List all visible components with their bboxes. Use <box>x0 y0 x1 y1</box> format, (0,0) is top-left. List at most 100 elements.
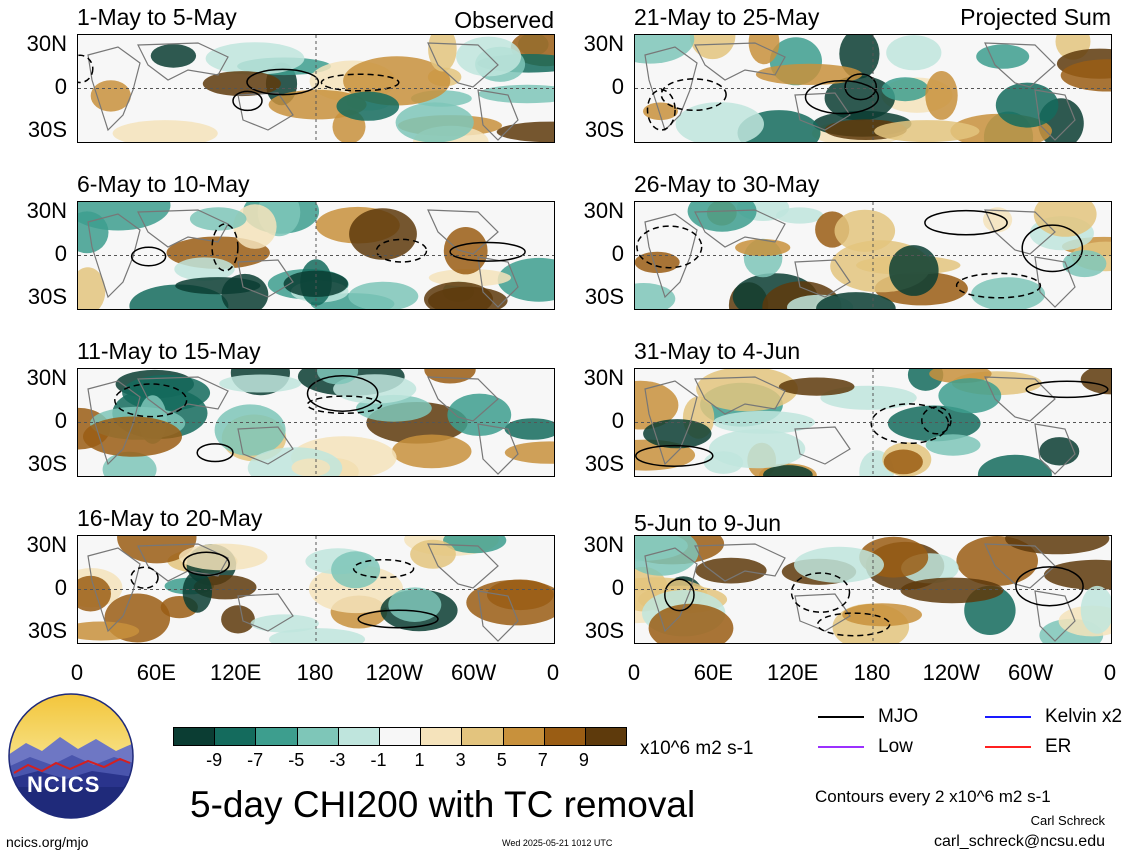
anomaly-blob <box>1039 437 1080 466</box>
anomaly-blob <box>778 377 855 396</box>
latitude-label: 30S <box>584 117 624 142</box>
coastline <box>694 376 786 415</box>
latitude-label: 30S <box>584 284 624 309</box>
longitude-label: 120E <box>766 660 819 685</box>
anomaly-blob <box>648 603 734 643</box>
coastline <box>794 426 851 465</box>
anomaly-blob <box>675 102 764 142</box>
mjo-contour <box>844 73 878 101</box>
contour-note: Contours every 2 x10^6 m2 s-1 <box>815 787 1051 806</box>
latitude-label: 30N <box>583 365 624 390</box>
anomaly-blob <box>504 441 554 464</box>
mjo-contour <box>246 68 320 96</box>
anomaly-blob <box>755 63 863 85</box>
longitude-label: 120E <box>209 660 262 685</box>
latitude-label: 0 <box>54 408 67 433</box>
map-panel <box>77 368 555 477</box>
panel-title: 21-May to 25-May <box>634 4 820 30</box>
mjo-contour <box>352 558 415 579</box>
legend-item-er: ER <box>985 736 1071 758</box>
anomaly-blob <box>174 257 235 281</box>
author-email[interactable]: carl_schreck@ncsu.edu <box>934 833 1105 850</box>
main-title: 5-day CHI200 with TC removal <box>190 784 696 825</box>
panel-title: 31-May to 4-Jun <box>634 338 801 364</box>
latitude-label: 0 <box>611 241 624 266</box>
latitude-label: 30N <box>26 532 67 557</box>
coastline <box>644 380 698 466</box>
anomaly-blob <box>971 277 1046 309</box>
latitude-label: 30S <box>27 117 67 142</box>
anomaly-blob <box>824 75 895 121</box>
anomaly-blob <box>233 204 277 249</box>
mjo-contour <box>232 90 263 112</box>
longitude-label: 0 <box>70 660 84 685</box>
legend-item-low: Low <box>818 736 913 758</box>
anomaly-blob <box>456 36 522 77</box>
anomaly-blob <box>874 120 980 142</box>
anomaly-blob <box>1080 369 1111 395</box>
latitude-label: 30N <box>583 198 624 223</box>
colorbar-tick-label: 1 <box>414 750 425 770</box>
latitude-label: 0 <box>611 74 624 99</box>
anomaly-blob <box>78 575 111 612</box>
longitude-label: 180 <box>296 660 334 685</box>
anomaly-blob <box>391 434 472 469</box>
colorbar-tick-label: -5 <box>288 750 305 770</box>
anomaly-blob <box>182 570 212 613</box>
anomaly-blob <box>1080 585 1111 634</box>
anomaly-blob <box>713 410 815 434</box>
coastline <box>87 380 141 466</box>
coastline <box>137 42 229 81</box>
latitude-label: 30S <box>584 451 624 476</box>
mjo-contour <box>130 246 167 267</box>
anomaly-blob <box>687 202 757 232</box>
mjo-contour <box>320 73 400 92</box>
anomaly-blob <box>925 434 981 456</box>
colorbar-swatch <box>462 728 504 745</box>
coastline <box>1034 423 1076 475</box>
anomaly-blob <box>202 71 281 97</box>
site-link[interactable]: ncics.org/mjo <box>6 834 89 850</box>
colorbar-swatch <box>297 728 339 745</box>
panel-title: 26-May to 30-May <box>634 171 820 197</box>
anomaly-blob <box>349 208 417 260</box>
anomaly-blob <box>689 35 736 60</box>
colorbar-tick-label: -3 <box>329 750 346 770</box>
mjo-contour <box>357 609 439 629</box>
anomaly-field <box>635 369 1111 476</box>
coastline <box>694 543 786 582</box>
panel-tag: Observed <box>454 7 554 33</box>
anomaly-blob <box>977 454 1052 476</box>
coastline <box>477 256 519 308</box>
anomaly-blob <box>976 44 1030 69</box>
coastline <box>794 593 851 632</box>
longitude-label: 0 <box>1103 660 1117 685</box>
longitude-label: 0 <box>546 660 560 685</box>
latitude-label: 0 <box>611 408 624 433</box>
latitude-label: 30N <box>26 31 67 56</box>
anomaly-blob <box>250 614 319 633</box>
logo-text: NCICS <box>27 772 101 797</box>
anomaly-blob <box>424 369 476 384</box>
coastline <box>477 89 519 141</box>
anomaly-blob <box>221 605 255 634</box>
latitude-label: 30S <box>27 451 67 476</box>
mjo-contour <box>635 444 714 467</box>
anomaly-field <box>635 202 1111 309</box>
coastline <box>87 213 141 299</box>
colorbar-tick-label: -7 <box>247 750 264 770</box>
coastline <box>87 46 141 132</box>
panel-tag: Projected Sum <box>960 4 1111 30</box>
legend-label: ER <box>1045 736 1072 757</box>
anomaly-blob <box>995 82 1059 128</box>
anomaly-blob <box>816 292 896 309</box>
coastline <box>984 42 1056 88</box>
coastline <box>237 426 294 465</box>
anomaly-blob <box>219 374 302 393</box>
colorbar-swatch <box>174 728 216 745</box>
mjo-contour <box>196 443 234 463</box>
latitude-label: 0 <box>54 575 67 600</box>
mjo-contour <box>130 566 159 589</box>
mjo-contour <box>1025 380 1109 399</box>
mjo-contour <box>211 223 239 272</box>
